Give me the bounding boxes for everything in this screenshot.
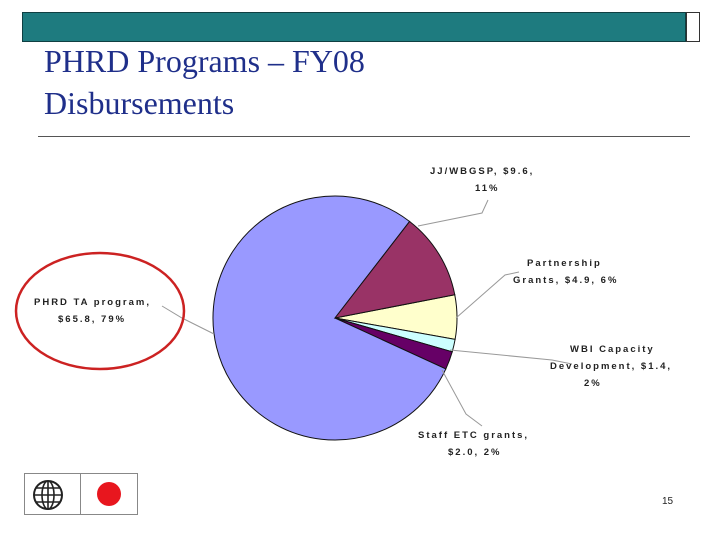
slice-labels: Partnership Grants, $4.9, 6% WBI Capacity D… <box>34 166 672 458</box>
world-bank-logo <box>24 473 82 515</box>
slice-label: JJ/WBGSP, $9.6, 11% <box>430 166 534 194</box>
slide-title-line-1: PHRD Programs – FY08 <box>44 43 365 79</box>
pie-slice-phrd-ta-program <box>212 195 447 441</box>
world-bank-logo-icon <box>33 480 63 510</box>
slice-label: PHRD TA program, $65.8, 79% <box>34 297 151 325</box>
leader-line <box>455 271 520 319</box>
leader-line <box>417 199 489 227</box>
highlight-ellipse <box>14 251 186 371</box>
pie-slices <box>212 195 458 441</box>
leader-lines <box>161 199 573 427</box>
leader-line <box>161 305 215 335</box>
top-decor-bar <box>22 12 686 42</box>
japan-flag <box>80 473 138 515</box>
slice-label: Partnership Grants, $4.9, 6% <box>513 258 618 286</box>
title-divider <box>38 136 690 137</box>
leader-line <box>449 349 573 365</box>
slice-label: Staff ETC grants, $2.0, 2% <box>418 430 529 458</box>
leader-line <box>441 369 483 427</box>
slice-label: WBI Capacity Development, $1.4, 2% <box>550 344 672 389</box>
top-decor-square <box>686 12 700 42</box>
page-number: 15 <box>662 496 674 507</box>
slide-title: PHRD Programs – FY08 Disbursements <box>44 40 365 124</box>
pie-slice-jj-wbgsp <box>333 220 456 319</box>
japan-flag-icon <box>97 482 121 506</box>
slide-title-line-2: Disbursements <box>44 85 235 121</box>
